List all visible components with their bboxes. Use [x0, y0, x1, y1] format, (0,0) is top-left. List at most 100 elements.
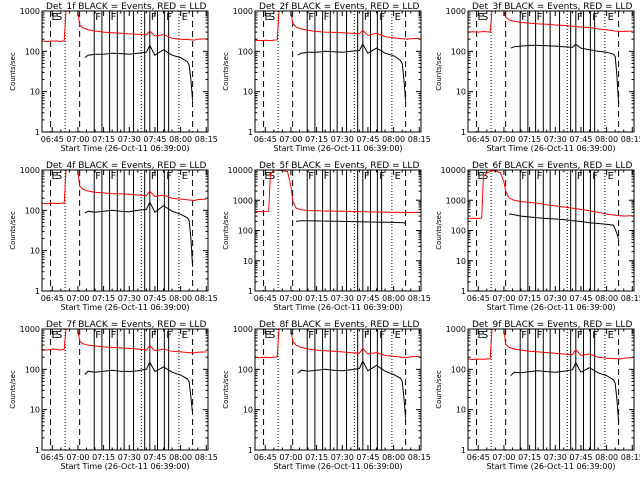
y-tick-label: 1: [35, 128, 40, 137]
x-tick-label: 07:45: [356, 453, 379, 462]
x-tick-label: 07:15: [92, 294, 115, 303]
plot-title: Det_5f BLACK = Events, RED = LLD: [259, 161, 419, 171]
events-series-line: [84, 361, 194, 414]
events-series-line: [296, 220, 406, 224]
event-marker-letter: F: [95, 12, 101, 23]
y-axis-label: Counts/sec: [435, 370, 443, 409]
y-tick-label: 100: [238, 47, 253, 56]
x-tick-label: 06:45: [41, 135, 64, 144]
plot-title: Det_1f BLACK = Events, RED = LLD: [46, 2, 206, 12]
plot-area: ES F F F F E: [42, 11, 207, 132]
events-series-line: [297, 359, 407, 419]
event-marker-letter: F: [364, 171, 370, 182]
plot-title: Det_9f BLACK = Events, RED = LLD: [472, 320, 632, 330]
lld-series-line: [42, 329, 207, 354]
x-tick-label: 07:15: [518, 135, 541, 144]
event-marker-letter: F: [324, 12, 330, 23]
event-marker-letter: E: [395, 171, 401, 182]
y-tick-label: 1000: [20, 7, 40, 16]
x-tick-label: 07:30: [544, 453, 567, 462]
events-series-line: [84, 44, 194, 101]
lld-series-line: [255, 329, 420, 359]
event-marker-letter: S: [269, 330, 275, 341]
y-tick-label: 1000: [233, 196, 253, 205]
x-tick-label: 08:00: [595, 453, 618, 462]
x-tick-label: 07:00: [66, 294, 89, 303]
event-marker-letter: F: [151, 330, 157, 341]
event-marker-letter: S: [482, 12, 488, 23]
lld-series-line: [468, 170, 633, 220]
event-marker-letter: F: [308, 330, 314, 341]
y-tick-label: 100: [25, 365, 40, 374]
x-tick-label: 07:45: [143, 135, 166, 144]
event-marker-letter: E: [478, 171, 484, 182]
event-marker-letter: F: [324, 330, 330, 341]
x-tick-label: 08:00: [595, 135, 618, 144]
event-marker-letter: F: [577, 12, 583, 23]
x-tick-label: 07:15: [305, 453, 328, 462]
event-marker-letter: E: [52, 171, 58, 182]
x-axis-label: Start Time (26-Oct-11 06:39:00): [486, 303, 615, 312]
y-axis-label: Counts/sec: [222, 52, 230, 91]
y-axis-label: Counts/sec: [9, 370, 17, 409]
event-marker-letter: F: [521, 330, 527, 341]
y-axis-label: Counts/sec: [435, 52, 443, 91]
plot-area: ES F F F F E: [468, 170, 633, 291]
y-tick-label: 100: [238, 365, 253, 374]
x-tick-label: 07:45: [356, 135, 379, 144]
event-marker-letter: E: [478, 330, 484, 341]
event-marker-letter: F: [111, 330, 117, 341]
x-tick-label: 07:45: [143, 294, 166, 303]
lld-series-line: [255, 11, 420, 42]
x-tick-label: 07:00: [279, 135, 302, 144]
event-marker-letter: F: [379, 171, 385, 182]
x-tick-label: 08:15: [195, 294, 218, 303]
x-tick-label: 07:00: [492, 294, 515, 303]
x-tick-label: 08:15: [408, 294, 431, 303]
x-tick-label: 07:45: [356, 294, 379, 303]
x-tick-label: 06:45: [254, 294, 277, 303]
y-tick-label: 100: [238, 227, 253, 236]
y-tick-label: 10: [456, 406, 466, 415]
plot-frame: [467, 10, 635, 133]
y-tick-label: 100: [25, 47, 40, 56]
event-marker-letter: E: [52, 12, 58, 23]
plot-title: Det_6f BLACK = Events, RED = LLD: [472, 161, 632, 171]
y-tick-label: 10: [456, 257, 466, 266]
events-series-line: [297, 43, 407, 101]
plot-frame: [467, 328, 635, 451]
event-marker-letter: E: [608, 330, 614, 341]
event-marker-letter: E: [182, 171, 188, 182]
plot-frame: [254, 10, 422, 133]
x-tick-label: 08:15: [195, 135, 218, 144]
plot-area: ES F F F F E: [42, 329, 207, 450]
event-marker-letter: F: [592, 330, 598, 341]
event-marker-letter: F: [577, 330, 583, 341]
event-marker-letter: F: [111, 12, 117, 23]
y-tick-label: 10: [30, 247, 40, 256]
y-tick-label: 10000: [228, 166, 253, 175]
plot-title: Det_2f BLACK = Events, RED = LLD: [259, 2, 419, 12]
plot-area: ES F F F F E: [42, 170, 207, 291]
x-tick-label: 07:15: [518, 294, 541, 303]
event-marker-letter: E: [265, 171, 271, 182]
event-marker-letter: F: [364, 12, 370, 23]
x-tick-label: 07:00: [279, 453, 302, 462]
plot-title: Det_8f BLACK = Events, RED = LLD: [259, 320, 419, 330]
x-tick-label: 07:45: [569, 453, 592, 462]
x-tick-label: 07:00: [279, 294, 302, 303]
x-tick-label: 08:00: [595, 294, 618, 303]
x-tick-label: 08:00: [382, 294, 405, 303]
event-marker-letter: E: [478, 12, 484, 23]
event-marker-letter: F: [537, 330, 543, 341]
event-marker-letter: F: [577, 171, 583, 182]
events-series-line: [509, 213, 620, 240]
event-marker-letter: S: [269, 171, 275, 182]
event-marker-letter: F: [521, 171, 527, 182]
x-tick-label: 08:15: [621, 135, 640, 144]
x-tick-label: 07:15: [92, 453, 115, 462]
